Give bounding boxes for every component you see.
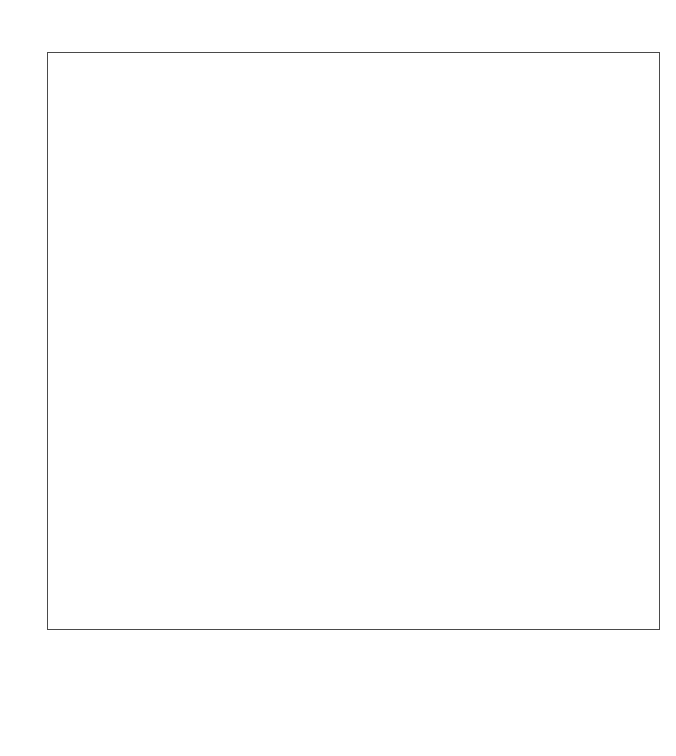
colorbar-ticks [40,694,636,710]
colorbar-block [0,660,676,704]
temperature-heatmap-canvas [48,53,659,629]
colorbar-gradient [40,679,636,694]
colorbar-canvas [40,679,636,694]
map-plot-area[interactable] [47,52,660,630]
map-figure [0,46,676,646]
